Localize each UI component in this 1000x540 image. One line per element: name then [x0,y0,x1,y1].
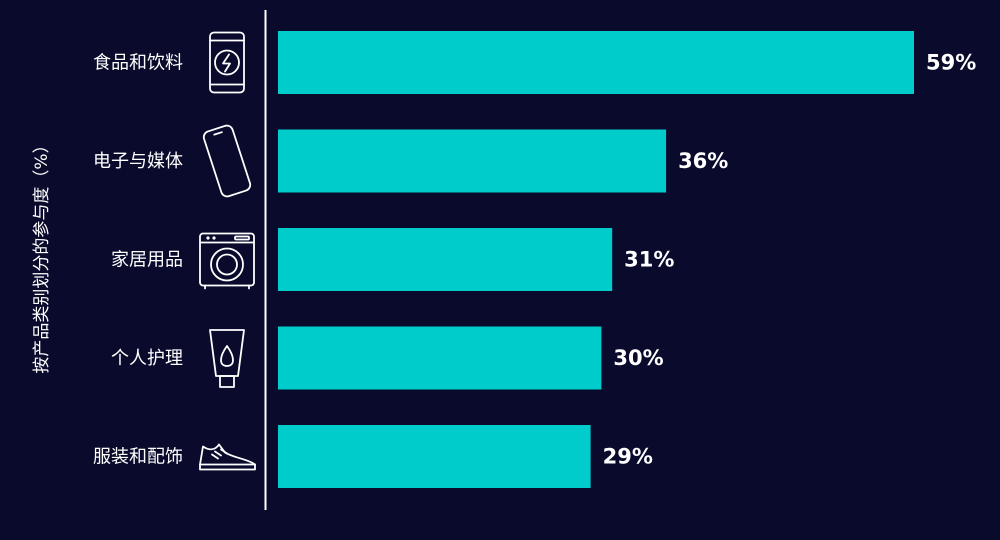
washing-machine-icon [199,232,255,290]
value-label-row-5: 29% [603,445,653,469]
sneaker-icon [199,443,256,471]
value-label-row-3: 31% [624,248,674,272]
tube-drop-icon [209,329,245,388]
value-label-row-1: 59% [926,51,976,75]
bar-row-3 [278,228,613,291]
battery-bolt-icon [209,31,245,94]
bar-rows: 59% 食品和饮料 36% 电子与媒体 31% 家居用品 30% 个人护理 29% 服装和配饰 [93,31,976,488]
category-label-row-2: 电子与媒体 [93,151,183,172]
value-label-row-2: 36% [678,149,728,173]
bar-row-2 [278,129,667,193]
y-axis-title: 按产品类别划分的参与度（%） [32,136,52,373]
bar-row-4 [278,326,602,390]
category-label-row-4: 个人护理 [111,348,183,369]
value-label-row-4: 30% [613,346,663,370]
category-label-row-1: 食品和饮料 [93,53,183,74]
category-label-row-3: 家居用品 [111,250,183,271]
bar-row-5 [278,425,591,488]
bar-row-1 [278,31,914,94]
category-label-row-5: 服装和配饰 [93,447,183,468]
smartphone-icon [202,124,252,198]
